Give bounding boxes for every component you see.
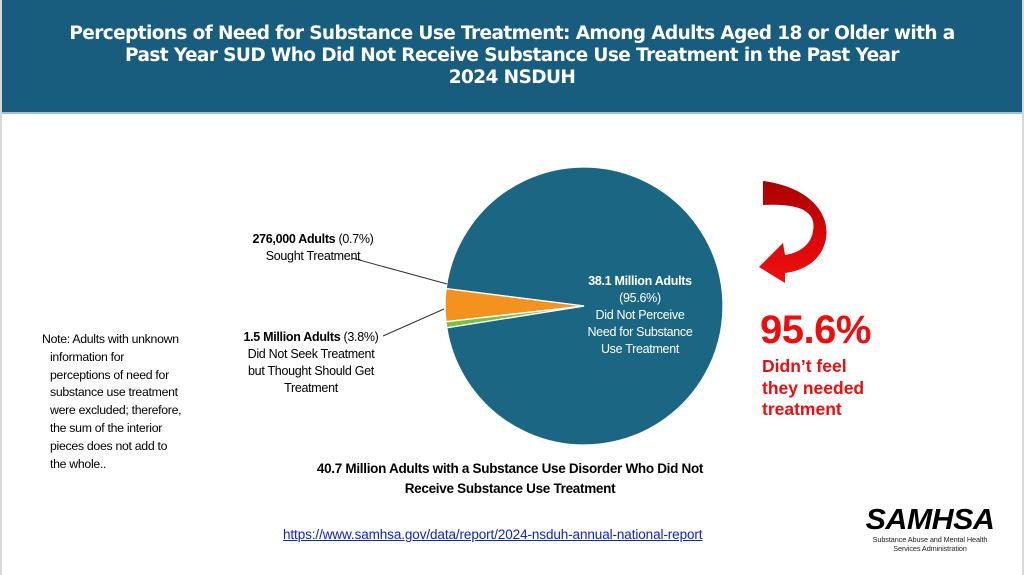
callout-percentage: 95.6%	[760, 308, 871, 352]
leader-line-noseek	[382, 308, 445, 337]
note-line-2: information for	[50, 349, 125, 364]
sought-count: 276,000 Adults	[252, 232, 336, 246]
chart-caption: 40.7 Million Adults with a Substance Use…	[250, 459, 770, 499]
sought-pct: (0.7%)	[335, 232, 374, 246]
logo-sub-2: Services Administration	[893, 544, 967, 553]
title-line-3: 2024 NSDUH	[448, 67, 576, 88]
samhsa-logo: SAMHSA Substance Abuse and Mental Health…	[865, 504, 995, 553]
main-pct: (95.6%)	[619, 291, 661, 305]
noseek-desc-1: Did Not Seek Treatment	[247, 347, 375, 361]
note-line-6: the sum of the interior	[50, 420, 163, 435]
noseek-pct: (3.8%)	[340, 330, 379, 344]
report-link[interactable]: https://www.samhsa.gov/data/report/2024-…	[283, 527, 703, 542]
main-count: 38.1 Million Adults	[588, 274, 692, 288]
callout-text: Didn’t feel they needed treatment	[762, 356, 902, 421]
main-desc-2: Need for Substance	[587, 325, 693, 339]
noseek-count: 1.5 Million Adults	[243, 330, 341, 344]
main-desc-1: Did Not Perceive	[595, 308, 685, 322]
label-did-not-seek: 1.5 Million Adults (3.8%) Did Not Seek T…	[220, 329, 402, 397]
leader-line-sought	[351, 257, 448, 285]
note-line-5: were excluded; therefore,	[50, 403, 182, 418]
logo-wordmark: SAMHSA	[865, 504, 995, 536]
noseek-desc-3: Treatment	[284, 381, 338, 395]
callout-line-1: Didn’t feel	[762, 356, 847, 376]
main-desc-3: Use Treatment	[600, 342, 680, 356]
note-line-7: pieces does not add to	[50, 438, 168, 453]
callout-line-3: treatment	[762, 399, 842, 419]
pie-slice-did-not-perceive	[445, 166, 724, 446]
label-did-not-perceive: 38.1 Million Adults (95.6%) Did Not Perc…	[570, 273, 710, 358]
caption-line-2: Receive Substance Use Treatment	[404, 481, 616, 496]
caption-line-1: 40.7 Million Adults with a Substance Use…	[316, 461, 704, 476]
footnote: Note: Adults with unknown information fo…	[42, 331, 202, 473]
sought-desc: Sought Treatment	[265, 249, 361, 263]
title-banner: Perceptions of Need for Substance Use Tr…	[2, 0, 1022, 114]
callout-line-2: they needed	[762, 377, 865, 398]
pie-slice-sought-treatment	[445, 305, 585, 329]
note-line-8: the whole..	[50, 456, 107, 471]
title-line-2: Past Year SUD Who Did Not Receive Substa…	[125, 45, 900, 66]
note-line-3: perceptions of need for	[50, 367, 169, 382]
label-sought-treatment: 276,000 Adults (0.7%) Sought Treatment	[228, 231, 398, 265]
note-line-1: Note: Adults with unknown	[42, 332, 179, 346]
curved-arrow-icon	[759, 181, 827, 283]
noseek-desc-2: but Thought Should Get	[248, 364, 374, 378]
title-line-1: Perceptions of Need for Substance Use Tr…	[69, 23, 955, 44]
logo-sub-1: Substance Abuse and Mental Health	[872, 535, 988, 544]
note-line-4: substance use treatment	[50, 385, 178, 400]
